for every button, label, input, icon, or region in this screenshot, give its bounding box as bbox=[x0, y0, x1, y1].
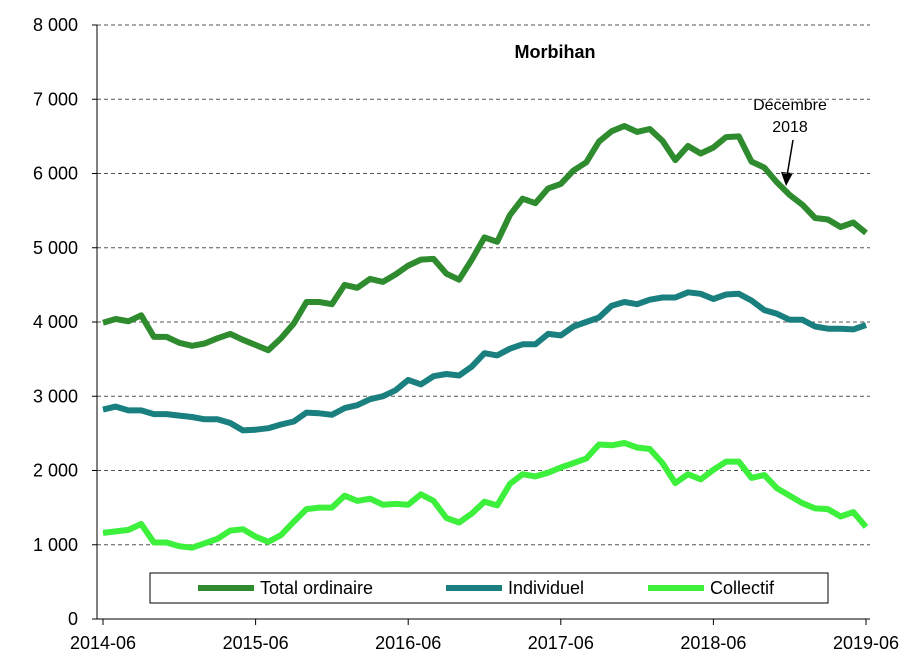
grid bbox=[92, 24, 870, 625]
series-line bbox=[102, 440, 869, 551]
y-tick-label: 2 000 bbox=[33, 461, 78, 481]
series-line bbox=[102, 123, 868, 354]
x-tick-label: 2014-06 bbox=[70, 633, 136, 653]
lines bbox=[102, 123, 869, 551]
y-tick-label: 4 000 bbox=[33, 312, 78, 332]
series-line bbox=[102, 289, 867, 434]
y-tick-label: 5 000 bbox=[33, 238, 78, 258]
legend-items: Total ordinaire Individuel Collectif bbox=[198, 578, 775, 598]
annotation-arrowhead bbox=[781, 172, 793, 186]
x-tick-label: 2016-06 bbox=[375, 633, 441, 653]
y-tick-label: 8 000 bbox=[33, 15, 78, 35]
x-tick-label: 2017-06 bbox=[528, 633, 594, 653]
x-tick-label: 2018-06 bbox=[680, 633, 746, 653]
y-tick-label: 0 bbox=[68, 609, 78, 629]
legend-label: Collectif bbox=[710, 578, 775, 598]
annotation: 2018 bbox=[772, 119, 808, 136]
legend-label: Total ordinaire bbox=[260, 578, 373, 598]
y-tick-label: 1 000 bbox=[33, 535, 78, 555]
chart-title: Morbihan bbox=[515, 42, 596, 62]
y-tick-label: 7 000 bbox=[33, 89, 78, 109]
annotation: Décembre bbox=[753, 97, 827, 114]
x-tick-label: 2019-06 bbox=[833, 633, 899, 653]
y-tick-label: 6 000 bbox=[33, 164, 78, 184]
annotation-arrow bbox=[786, 139, 794, 177]
x-tick-label: 2015-06 bbox=[223, 633, 289, 653]
legend-label: Individuel bbox=[508, 578, 584, 598]
y-tick-label: 3 000 bbox=[33, 386, 78, 406]
